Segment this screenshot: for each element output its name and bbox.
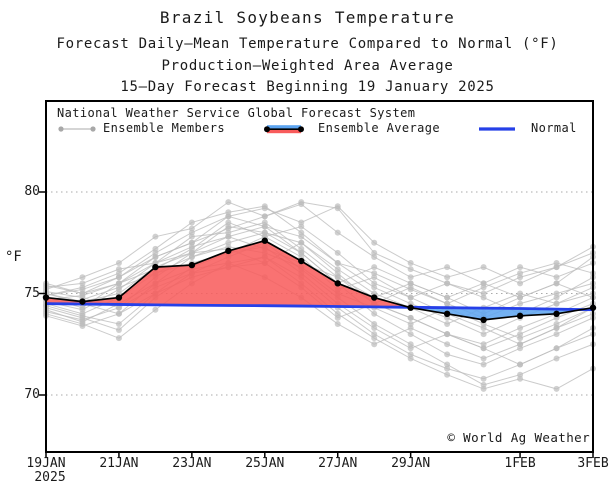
x-tick-label: 27JAN: [318, 456, 358, 471]
ensemble-average-dots: [42, 237, 597, 324]
ensemble-average-legend-symbol: [264, 125, 304, 134]
y-tick-label: 70: [24, 387, 40, 402]
legend-label-ensemble-members: Ensemble Members: [103, 121, 225, 135]
legend-system-label: National Weather Service Global Forecast…: [57, 106, 416, 120]
legend-label-ensemble-average: Ensemble Average: [318, 121, 440, 135]
y-tick-label: 80: [24, 184, 40, 199]
ensemble-average-line: [45, 239, 594, 321]
x-tick-label: 23JAN: [172, 456, 212, 471]
chart-subtitle-1: Forecast Daily–Mean Temperature Compared…: [56, 36, 559, 52]
ensemble-member-lines: [45, 201, 594, 390]
normal-legend-symbol: [479, 127, 515, 131]
x-axis-year-label: 2025: [34, 470, 66, 484]
page-title: Brazil Soybeans Temperature: [159, 8, 456, 27]
chart-subtitle-2: Production–Weighted Area Average: [161, 58, 454, 74]
axis-tick-marks: [39, 191, 594, 458]
ensemble-members-legend-symbol: [58, 126, 96, 132]
legend-label-normal: Normal: [531, 121, 577, 135]
x-tick-label: 19JAN: [26, 456, 66, 471]
plot-frame: [45, 100, 594, 453]
y-axis-unit-label: °F: [5, 249, 22, 265]
copyright-watermark: © World Ag Weather: [447, 430, 590, 445]
x-tick-label: 29JAN: [391, 456, 431, 471]
x-tick-label: 3FEB: [577, 456, 609, 471]
x-tick-label: 25JAN: [245, 456, 285, 471]
y-tick-label: 75: [24, 285, 40, 301]
x-tick-label: 1FEB: [504, 456, 536, 471]
normal-line: [45, 302, 594, 312]
chart-subtitle-3: 15–Day Forecast Beginning 19 January 202…: [120, 79, 495, 95]
x-tick-label: 21JAN: [99, 456, 139, 471]
